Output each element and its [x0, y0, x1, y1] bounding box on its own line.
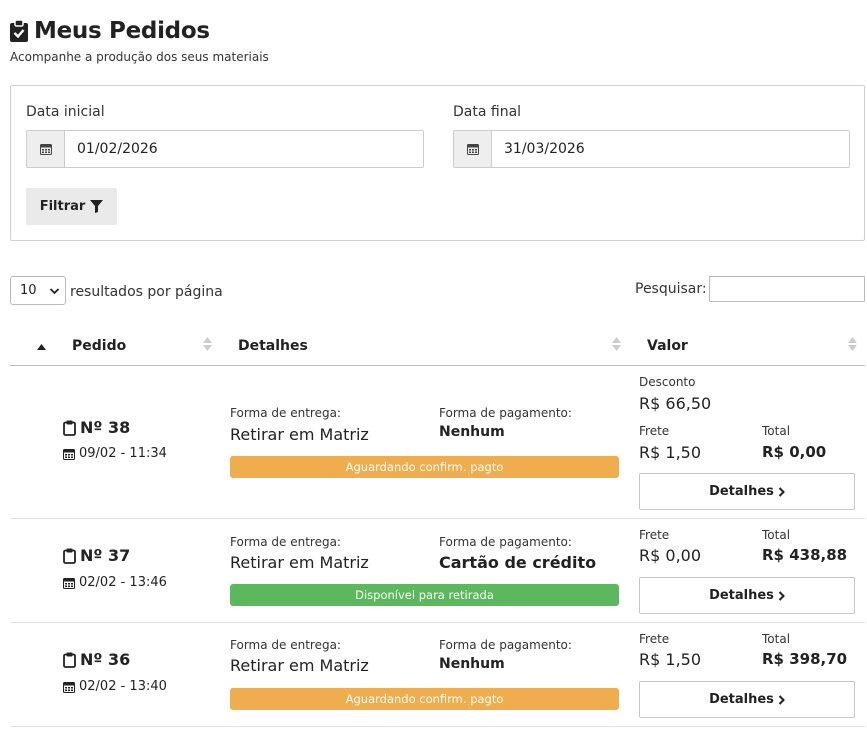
chevron-right-icon	[778, 590, 785, 601]
table-row: Nº 36 02/02 - 13:40 Forma de entrega: Re…	[10, 623, 865, 727]
shipping-value: R$ 0,00	[639, 546, 702, 565]
search-label: Pesquisar:	[635, 281, 707, 297]
column-header-order[interactable]: Pedido	[72, 338, 127, 354]
sort-asc-icon[interactable]	[37, 344, 46, 350]
calendar-icon	[27, 131, 65, 167]
details-button[interactable]: Detalhes	[639, 473, 855, 510]
delivery-value: Retirar em Matriz	[230, 656, 369, 675]
sort-icon[interactable]	[848, 337, 857, 351]
discount-value: R$ 66,50	[639, 394, 712, 413]
start-date-group	[26, 130, 424, 168]
end-date-group	[453, 130, 850, 168]
order-number: Nº 38	[63, 418, 130, 437]
page-length-select[interactable]: 10	[10, 276, 66, 305]
funnel-icon	[90, 200, 104, 213]
clipboard-icon	[63, 652, 76, 668]
payment-value: Cartão de crédito	[439, 553, 597, 572]
status-badge: Disponível para retirada	[230, 584, 619, 606]
details-button[interactable]: Detalhes	[639, 577, 855, 614]
page-title-text: Meus Pedidos	[34, 18, 210, 44]
delivery-value: Retirar em Matriz	[230, 553, 369, 572]
details-button[interactable]: Detalhes	[639, 681, 855, 718]
table-row: Nº 38 09/02 - 11:34 Forma de entrega: Re…	[10, 366, 865, 519]
chevron-right-icon	[778, 486, 785, 497]
order-number: Nº 36	[63, 650, 130, 669]
payment-value: Nenhum	[439, 656, 505, 672]
start-date-label: Data inicial	[26, 104, 105, 120]
sort-icon[interactable]	[612, 337, 621, 351]
delivery-label: Forma de entrega:	[230, 535, 341, 549]
payment-value: Nenhum	[439, 424, 505, 440]
table-row: Nº 37 02/02 - 13:46 Forma de entrega: Re…	[10, 519, 865, 623]
search-input[interactable]	[709, 276, 865, 302]
order-date: 09/02 - 11:34	[63, 446, 167, 461]
shipping-label: Frete	[639, 528, 670, 542]
chevron-down-icon	[49, 288, 60, 295]
total-label: Total	[762, 424, 791, 438]
column-header-value[interactable]: Valor	[647, 338, 688, 354]
sort-icon[interactable]	[203, 337, 212, 351]
filter-button[interactable]: Filtrar	[26, 188, 117, 225]
page-title: Meus Pedidos	[10, 18, 210, 44]
clipboard-icon	[63, 548, 76, 564]
delivery-label: Forma de entrega:	[230, 406, 341, 420]
clipboard-check-icon	[10, 20, 28, 42]
filter-button-label: Filtrar	[39, 199, 86, 214]
end-date-label: Data final	[453, 104, 522, 120]
column-header-details[interactable]: Detalhes	[238, 338, 308, 354]
chevron-right-icon	[778, 694, 785, 705]
clipboard-icon	[63, 420, 76, 436]
table-header: Pedido Detalhes Valor	[10, 326, 865, 366]
calendar-icon	[454, 131, 492, 167]
end-date-input[interactable]	[492, 131, 849, 167]
total-value: R$ 0,00	[762, 443, 827, 461]
start-date-input[interactable]	[65, 131, 423, 167]
shipping-value: R$ 1,50	[639, 443, 702, 462]
payment-label: Forma de pagamento:	[439, 406, 572, 420]
delivery-value: Retirar em Matriz	[230, 425, 369, 444]
payment-label: Forma de pagamento:	[439, 535, 572, 549]
page-length-value: 10	[20, 283, 37, 298]
order-date: 02/02 - 13:46	[63, 575, 167, 590]
shipping-value: R$ 1,50	[639, 650, 702, 669]
total-value: R$ 398,70	[762, 650, 848, 668]
payment-label: Forma de pagamento:	[439, 638, 572, 652]
calendar-icon	[63, 577, 75, 589]
order-number: Nº 37	[63, 546, 130, 565]
calendar-icon	[63, 681, 75, 693]
discount-label: Desconto	[639, 375, 696, 389]
order-date: 02/02 - 13:40	[63, 679, 167, 694]
page-length-label: resultados por página	[70, 284, 223, 300]
delivery-label: Forma de entrega:	[230, 638, 341, 652]
status-badge: Aguardando confirm. pagto	[230, 688, 619, 710]
shipping-label: Frete	[639, 632, 670, 646]
total-label: Total	[762, 632, 791, 646]
page-subtitle: Acompanhe a produção dos seus materiais	[10, 50, 269, 64]
date-filter-panel: Data inicial Data final Filtrar	[10, 85, 865, 241]
status-badge: Aguardando confirm. pagto	[230, 456, 619, 478]
total-label: Total	[762, 528, 791, 542]
calendar-icon	[63, 448, 75, 460]
shipping-label: Frete	[639, 424, 670, 438]
total-value: R$ 438,88	[762, 546, 848, 564]
